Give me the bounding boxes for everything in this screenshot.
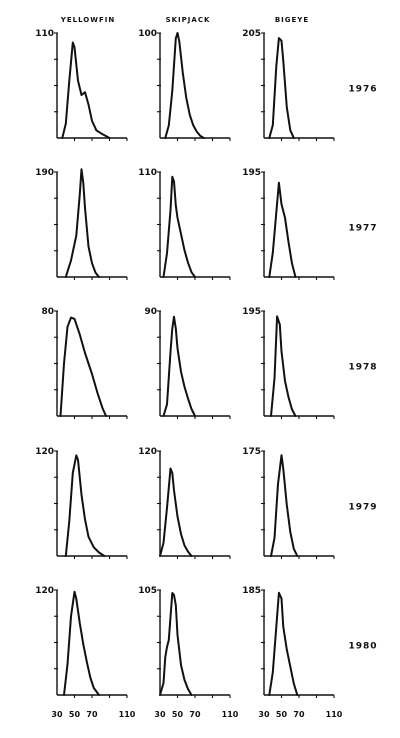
year-label-1976: 1976	[348, 85, 377, 95]
series-line-yellowfin-1978	[59, 316, 107, 417]
series-line-yellowfin-1980	[63, 590, 100, 696]
y-max-label-skipjack-1980: 105	[138, 586, 157, 596]
y-max-label-bigeye-1976: 205	[242, 29, 261, 39]
x-tick-label-yellowfin-30: 30	[51, 710, 63, 719]
x-tick-label-skipjack-50: 50	[172, 710, 184, 719]
y-max-label-skipjack-1978: 90	[144, 307, 157, 317]
year-label-1980: 1980	[348, 642, 377, 652]
column-heading-yellowfin: YELLOWFIN	[60, 16, 115, 24]
x-tick-label-bigeye-110: 110	[326, 710, 343, 719]
x-tick-label-yellowfin-50: 50	[69, 710, 81, 719]
x-tick-label-bigeye-70: 70	[293, 710, 305, 719]
year-label-1979: 1979	[348, 503, 377, 513]
series-line-bigeye-1976	[268, 37, 295, 139]
series-line-yellowfin-1976	[61, 41, 111, 139]
year-label-1977: 1977	[348, 224, 377, 234]
y-max-label-yellowfin-1980: 120	[35, 586, 54, 596]
y-max-label-yellowfin-1976: 110	[35, 29, 54, 39]
series-line-bigeye-1978	[270, 315, 297, 417]
y-max-label-bigeye-1979: 175	[242, 447, 261, 457]
y-max-label-skipjack-1976: 100	[138, 29, 157, 39]
series-line-yellowfin-1979	[64, 454, 106, 557]
series-line-bigeye-1979	[270, 454, 299, 557]
x-tick-label-bigeye-50: 50	[276, 710, 288, 719]
column-heading-bigeye: BIGEYE	[275, 16, 309, 24]
x-tick-label-yellowfin-110: 110	[119, 710, 136, 719]
series-line-skipjack-1976	[164, 32, 205, 139]
series-line-skipjack-1978	[162, 315, 196, 417]
y-max-label-bigeye-1977: 195	[242, 168, 261, 178]
column-heading-skipjack: SKIPJACK	[166, 16, 211, 24]
x-tick-label-yellowfin-70: 70	[86, 710, 98, 719]
y-max-label-skipjack-1979: 120	[138, 447, 157, 457]
x-tick-label-skipjack-70: 70	[189, 710, 201, 719]
y-max-label-bigeye-1978: 195	[242, 307, 261, 317]
y-max-label-yellowfin-1977: 190	[35, 168, 54, 178]
x-tick-label-skipjack-30: 30	[154, 710, 166, 719]
year-label-1978: 1978	[348, 363, 377, 373]
y-max-label-skipjack-1977: 110	[138, 168, 157, 178]
x-tick-label-bigeye-30: 30	[258, 710, 270, 719]
x-tick-label-skipjack-110: 110	[222, 710, 239, 719]
series-line-skipjack-1977	[162, 175, 196, 278]
y-max-label-yellowfin-1978: 80	[41, 307, 54, 317]
y-max-label-yellowfin-1979: 120	[35, 447, 54, 457]
series-line-yellowfin-1977	[64, 168, 100, 278]
series-line-skipjack-1979	[159, 467, 193, 557]
y-max-label-bigeye-1980: 185	[242, 586, 261, 596]
series-line-bigeye-1977	[268, 181, 297, 278]
series-line-skipjack-1980	[159, 592, 193, 696]
series-line-bigeye-1980	[268, 591, 299, 696]
